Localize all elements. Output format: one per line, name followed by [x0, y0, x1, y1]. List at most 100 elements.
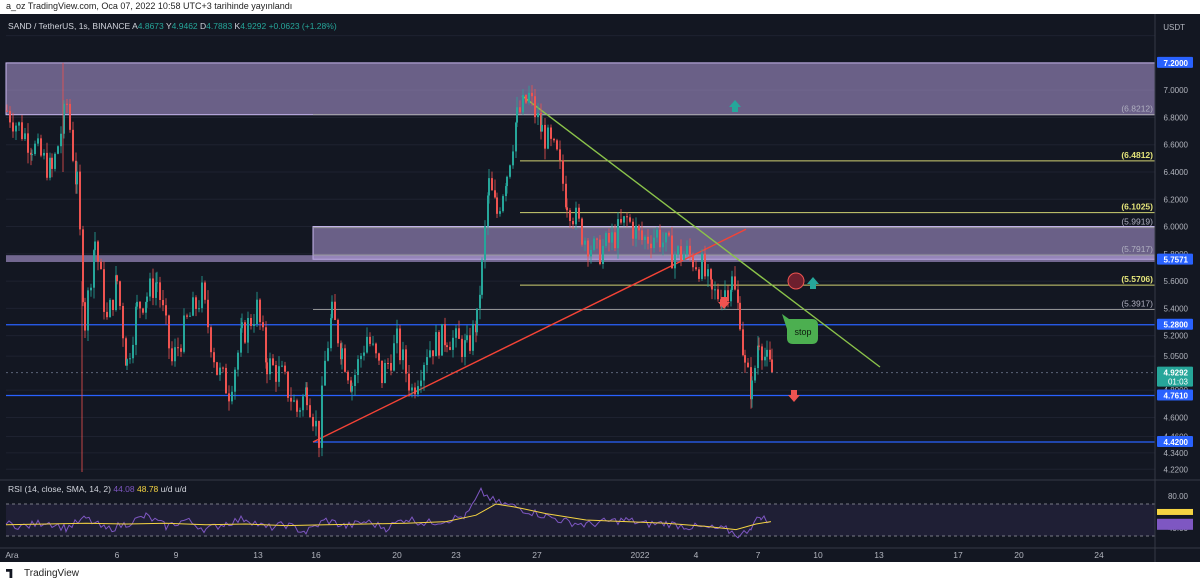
- price-tag: [1157, 366, 1193, 387]
- candle-body: [605, 233, 607, 246]
- candle-body: [171, 348, 173, 362]
- candle-body: [550, 127, 552, 139]
- fib-level-label: (5.3917): [1121, 298, 1153, 308]
- candle-body: [216, 362, 218, 375]
- candle-body: [540, 113, 542, 132]
- candle-body: [461, 338, 463, 357]
- candle-body: [136, 301, 138, 307]
- candle-body: [145, 301, 147, 313]
- candle-body: [60, 133, 62, 147]
- candle-body: [40, 138, 42, 156]
- candle-body: [387, 362, 389, 364]
- candle-body: [766, 349, 768, 357]
- candle-body: [244, 322, 246, 343]
- rsi-tick-label: 80.00: [1168, 492, 1189, 501]
- candle-body: [112, 299, 114, 311]
- time-tick-label: 10: [813, 550, 823, 560]
- candle-body: [259, 299, 261, 323]
- time-tick-label: 20: [392, 550, 402, 560]
- high-label: Y: [166, 21, 172, 31]
- candle-body: [635, 225, 637, 239]
- candle-body: [84, 302, 86, 331]
- candle-body: [399, 328, 401, 361]
- candle-body: [265, 327, 267, 363]
- candle-body: [710, 269, 712, 280]
- candle-body: [541, 124, 543, 132]
- candle-body: [572, 221, 574, 225]
- resistance-zone: [5, 62, 1156, 116]
- candle-body: [469, 335, 471, 351]
- candle-body: [306, 387, 308, 406]
- candle-body: [689, 245, 691, 256]
- candle-body: [337, 319, 339, 344]
- candle-body: [731, 276, 733, 290]
- candle-body: [347, 371, 349, 381]
- fib-level-label: (6.1025): [1121, 202, 1153, 212]
- candle-body: [599, 239, 601, 265]
- candle-body: [476, 308, 478, 333]
- candle-body: [739, 302, 741, 330]
- candle-body: [632, 221, 634, 239]
- symbol-header: SAND / TetherUS, 1s, BINANCE A4.8673 Y4.…: [8, 21, 337, 31]
- candle-body: [491, 178, 493, 191]
- candle-body: [547, 127, 549, 149]
- price-tick-label: 7.0000: [1164, 86, 1189, 95]
- candle-body: [177, 347, 179, 349]
- rsi-ma-line: [5, 503, 772, 531]
- candle-body: [620, 219, 622, 223]
- candle-body: [100, 261, 102, 270]
- candle-body: [432, 350, 434, 357]
- candle-body: [488, 178, 490, 196]
- candle-body: [241, 322, 243, 329]
- candle-body: [455, 328, 457, 338]
- down-arrow-icon: [788, 390, 800, 402]
- candle-body: [758, 345, 760, 347]
- candle-body: [296, 400, 298, 412]
- chart-svg[interactable]: (6.8212) (6.4812) (6.1025) (5.9919) (5.7917)…: [0, 14, 1200, 562]
- candle-body: [727, 290, 729, 302]
- candle-body: [656, 229, 658, 238]
- candle-body: [484, 226, 486, 260]
- rsi-pane: RSI (14, close, SMA, 14, 2) 44.08 48.78 …: [5, 484, 1155, 539]
- candle-body: [614, 232, 616, 249]
- candle-body: [195, 297, 197, 309]
- candle-body: [302, 396, 304, 411]
- candle-body: [444, 324, 446, 346]
- candle-body: [366, 336, 368, 353]
- support-zone: [6, 255, 1155, 262]
- price-tag-label: 4.4200: [1164, 438, 1189, 447]
- candle-body: [537, 113, 539, 118]
- candle-body: [115, 275, 117, 311]
- time-tick-label: 23: [451, 550, 461, 560]
- time-tick-label: 9: [174, 550, 179, 560]
- candle-body: [608, 233, 610, 243]
- candle-body: [686, 245, 688, 255]
- rsi-name: RSI (14, close, SMA, 14, 2): [8, 484, 113, 494]
- candle-body: [186, 315, 188, 317]
- candle-body: [18, 122, 20, 126]
- candle-body: [228, 393, 230, 402]
- candle-body: [487, 195, 489, 227]
- price-tick-label: 6.8000: [1164, 113, 1189, 122]
- candle-body: [496, 197, 498, 214]
- candle-body: [565, 183, 567, 208]
- fib-level-label: (5.7917): [1121, 244, 1153, 254]
- candle-body: [334, 301, 336, 320]
- high-value: 4.9462: [172, 21, 200, 31]
- candle-body: [494, 190, 496, 198]
- candle-body: [369, 336, 371, 344]
- rsi-value-tag: [1157, 518, 1193, 530]
- candle-body: [674, 254, 676, 269]
- candle-body: [174, 347, 176, 362]
- candle-body: [9, 110, 11, 123]
- candle-body: [479, 294, 481, 309]
- candle-body: [354, 375, 356, 386]
- price-tick-label: 6.4000: [1164, 168, 1189, 177]
- candle-body: [281, 365, 283, 367]
- candle-body: [149, 278, 151, 297]
- candle-body: [408, 373, 410, 391]
- candle-body: [751, 380, 753, 400]
- chart-panel[interactable]: (6.8212) (6.4812) (6.1025) (5.9919) (5.7917)…: [0, 14, 1200, 562]
- symbol-name: SAND / TetherUS, 1s, BINANCE: [8, 21, 132, 31]
- candle-body: [707, 269, 709, 277]
